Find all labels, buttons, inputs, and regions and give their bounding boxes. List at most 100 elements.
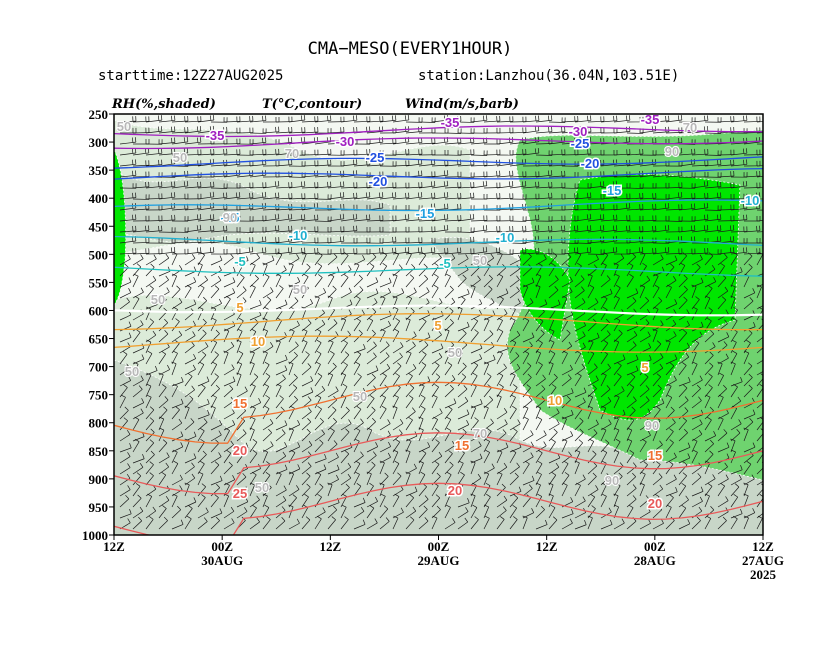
- wind-barb: [535, 430, 547, 442]
- wind-barb: [717, 442, 730, 453]
- wind-barb: [665, 439, 674, 453]
- rh-label: 70: [473, 426, 487, 441]
- wind-barb: [249, 149, 267, 156]
- wind-barb: [327, 482, 333, 497]
- wind-barb: [145, 126, 163, 134]
- wind-barb: [184, 277, 197, 288]
- wind-barb: [561, 350, 568, 365]
- wind-barb: [275, 193, 293, 200]
- wind-barb: [314, 417, 324, 431]
- wind-barb: [704, 493, 710, 508]
- wind-barb: [366, 373, 376, 387]
- wind-barb: [353, 182, 371, 189]
- wind-barb: [652, 328, 658, 343]
- wind-barb: [301, 351, 310, 365]
- rh-label: 50: [448, 345, 462, 360]
- wind-barb: [457, 350, 463, 365]
- wind-barb: [626, 373, 636, 387]
- wind-barb: [522, 484, 533, 497]
- wind-barb: [145, 181, 163, 189]
- wind-barb: [210, 225, 228, 233]
- wind-barb: [691, 361, 698, 376]
- contour-label: 20: [448, 483, 462, 498]
- wind-barb: [314, 159, 332, 167]
- wind-barb: [626, 288, 639, 299]
- wind-barb: [691, 263, 701, 277]
- wind-barb: [639, 452, 651, 464]
- wind-barb: [236, 507, 248, 519]
- wind-barb: [587, 225, 605, 233]
- wind-barb: [665, 418, 676, 431]
- x-tick-date: 30AUG: [201, 553, 243, 568]
- wind-barb: [418, 138, 436, 145]
- wind-barb: [327, 452, 339, 464]
- wind-barb: [223, 440, 234, 453]
- wind-barb: [756, 132, 763, 134]
- wind-barb: [353, 506, 365, 519]
- wind-barb: [392, 328, 400, 343]
- wind-barb: [249, 450, 258, 464]
- wind-barb: [327, 350, 335, 365]
- wind-barb: [418, 362, 427, 376]
- wind-barb: [353, 471, 360, 486]
- y-tick-label: 700: [89, 360, 109, 375]
- wind-barb: [548, 428, 558, 442]
- wind-barb: [717, 171, 735, 178]
- wind-barb: [431, 284, 439, 299]
- wind-barb: [210, 461, 220, 475]
- wind-barb: [197, 214, 215, 222]
- wind-barb: [431, 515, 438, 530]
- wind-barb: [691, 192, 709, 200]
- wind-barb: [275, 285, 284, 299]
- wind-barb: [691, 473, 702, 486]
- wind-barb: [236, 386, 248, 398]
- wind-barb: [184, 181, 202, 189]
- wind-barb: [496, 471, 503, 486]
- wind-barb: [119, 288, 132, 299]
- wind-barb: [275, 182, 293, 189]
- wind-barb: [392, 507, 404, 519]
- rh-label: 50: [293, 282, 307, 297]
- x-tick-hour: 00Z: [211, 539, 233, 554]
- wind-barb: [288, 405, 295, 420]
- wind-barb: [158, 452, 170, 464]
- wind-barb: [600, 460, 607, 475]
- wind-barb: [600, 439, 610, 453]
- wind-barb: [379, 493, 386, 508]
- wind-barb: [522, 384, 531, 398]
- wind-barb: [743, 297, 754, 310]
- wind-barb: [340, 419, 352, 431]
- wind-barb: [431, 203, 449, 211]
- wind-barb: [197, 342, 209, 354]
- wind-barb: [119, 375, 132, 387]
- wind-barb: [535, 482, 541, 497]
- wind-barb: [340, 287, 352, 299]
- wind-barb: [522, 277, 535, 288]
- rh-label: 50: [353, 389, 367, 404]
- wind-barb: [249, 328, 257, 343]
- wind-barb: [132, 438, 140, 453]
- wind-barb: [405, 251, 412, 266]
- y-tick-label: 550: [89, 275, 109, 290]
- wind-barb: [691, 375, 703, 387]
- wind-barb: [444, 115, 462, 123]
- wind-barb: [509, 449, 517, 464]
- wind-barb: [184, 299, 197, 310]
- rh-region-saturated: [519, 248, 571, 341]
- contour-label: -30: [336, 134, 355, 149]
- wind-barb: [353, 262, 360, 277]
- wind-barb: [431, 494, 441, 508]
- wind-barb: [327, 386, 339, 398]
- wind-barb: [366, 471, 372, 486]
- wind-barb: [496, 127, 514, 134]
- wind-barb: [600, 363, 611, 376]
- wind-barb: [392, 372, 400, 387]
- wind-barb: [587, 181, 605, 189]
- wind-barb: [158, 253, 170, 266]
- wind-barb: [379, 517, 390, 530]
- wind-barb: [158, 384, 167, 398]
- wind-barb: [158, 296, 167, 310]
- wind-barb: [574, 496, 586, 508]
- wind-barb: [535, 126, 553, 134]
- wind-barb: [184, 266, 197, 277]
